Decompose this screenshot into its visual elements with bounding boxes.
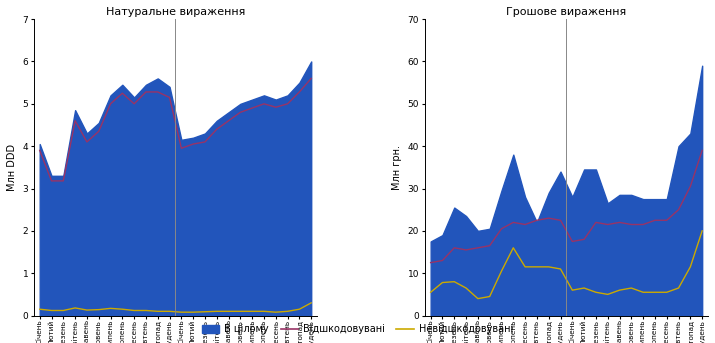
Title: Грошове вираження: Грошове вираження <box>506 7 626 17</box>
Legend: В цілому, Відшкодовувані, Невідшкодовувані: В цілому, Відшкодовувані, Невідшкодовува… <box>198 320 517 338</box>
Title: Натуральне вираження: Натуральне вираження <box>106 7 245 17</box>
Y-axis label: Млн DDD: Млн DDD <box>7 144 17 191</box>
Y-axis label: Млн грн.: Млн грн. <box>392 145 402 190</box>
